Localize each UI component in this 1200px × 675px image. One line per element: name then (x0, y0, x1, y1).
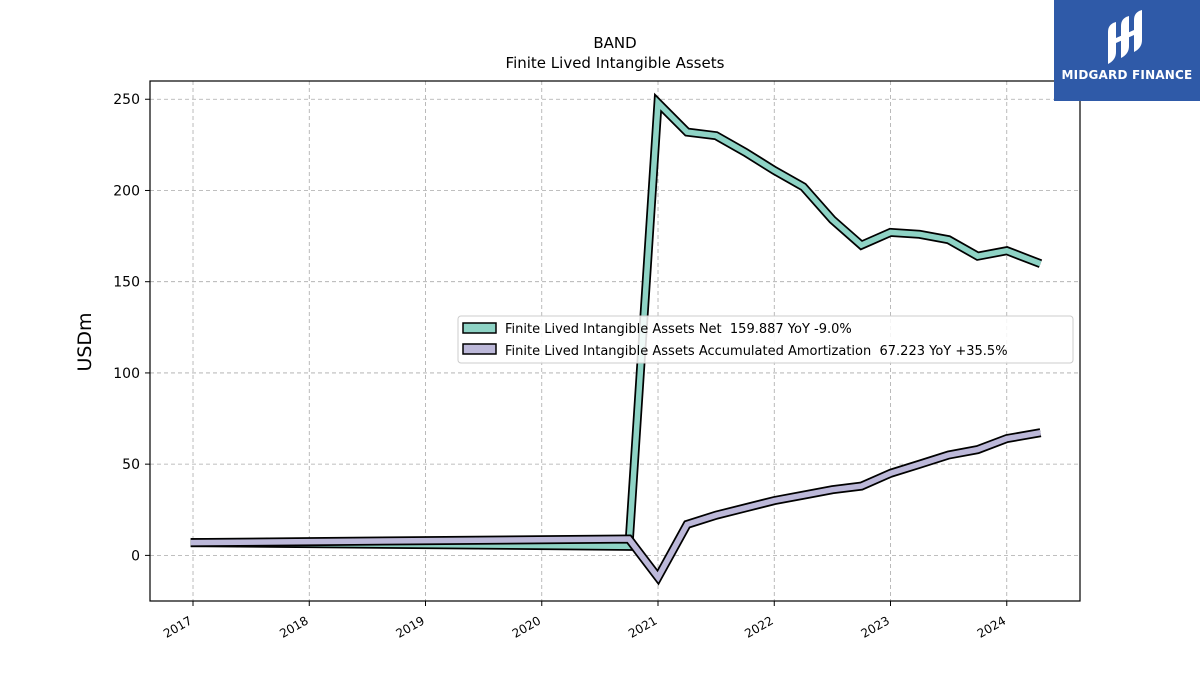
series-layer (190, 92, 1043, 586)
chart-subtitle: Finite Lived Intangible Assets (506, 54, 725, 72)
legend-swatch-amortization (462, 343, 497, 355)
y-axis-label: USDm (74, 312, 96, 371)
x-tick-label: 2022 (742, 613, 775, 640)
legend-label-net: Finite Lived Intangible Assets Net 159.8… (505, 322, 852, 337)
plot-frame (149, 80, 1081, 602)
y-tick-label: 50 (122, 457, 140, 473)
y-tick-label: 150 (113, 275, 140, 291)
y-tick-label: 100 (113, 366, 140, 382)
x-tick-label: 2023 (859, 613, 892, 640)
chart-title: BAND (593, 34, 636, 52)
y-tick-label: 0 (131, 548, 140, 564)
y-tick-label: 200 (113, 183, 140, 199)
legend-label-amortization: Finite Lived Intangible Assets Accumulat… (505, 344, 1008, 359)
brand-name: MIDGARD FINANCE (1061, 68, 1193, 82)
x-tick-label: 2024 (975, 613, 1008, 640)
x-tick-label: 2021 (626, 613, 659, 640)
x-tick-label: 2020 (510, 613, 543, 640)
midgard-logo-icon (1108, 10, 1142, 64)
legend-box (457, 315, 1074, 364)
x-tick-label: 2018 (277, 613, 310, 640)
legend: Finite Lived Intangible Assets Net 159.8… (457, 315, 1074, 364)
brand-logo: MIDGARD FINANCE (1054, 0, 1200, 101)
x-tick-label: 2017 (161, 613, 194, 640)
y-tick-label: 250 (113, 92, 140, 108)
legend-swatch-net (462, 322, 497, 334)
series-0-line (190, 96, 1042, 550)
x-tick-label: 2019 (394, 613, 427, 640)
x-axis-ticks: 2017 2018 2019 2020 2021 2022 2023 2024 (161, 601, 1008, 641)
series-1-line (190, 429, 1041, 583)
y-axis-ticks: 0 50 100 150 200 250 (113, 92, 150, 564)
